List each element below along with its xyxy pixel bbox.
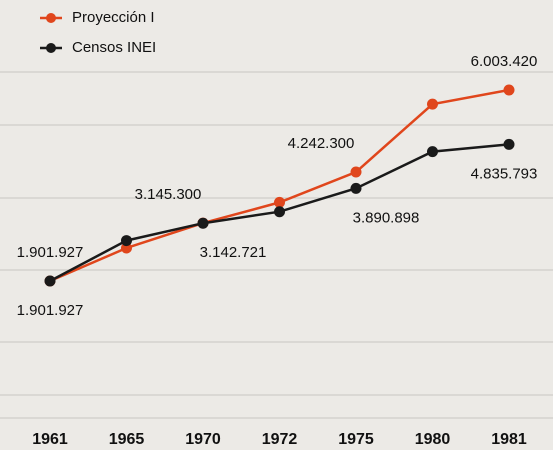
data-label: 1.901.927	[17, 244, 84, 261]
data-label: 6.003.420	[471, 53, 538, 70]
legend-marker	[46, 13, 56, 23]
x-tick-label: 1975	[338, 431, 374, 448]
data-label: 3.890.898	[353, 209, 420, 226]
point	[503, 138, 515, 150]
point	[274, 196, 285, 208]
legend-label: Censos INEI	[72, 39, 156, 56]
point	[197, 217, 209, 229]
data-label: 3.142.721	[200, 244, 267, 261]
data-label: 3.145.300	[135, 186, 202, 203]
point	[350, 166, 362, 178]
point	[427, 98, 438, 110]
x-tick-label: 1965	[109, 431, 145, 448]
data-label: 1.901.927	[17, 302, 84, 319]
point	[274, 206, 285, 218]
legend-label: Proyección I	[72, 9, 155, 26]
x-tick-label: 1980	[415, 431, 451, 448]
data-label: 4.242.300	[288, 135, 355, 152]
point	[44, 275, 56, 287]
legend-marker	[46, 43, 56, 53]
x-tick-label: 1972	[262, 431, 298, 448]
point	[350, 182, 362, 194]
x-tick-label: 1970	[185, 431, 221, 448]
x-tick-label: 1961	[32, 431, 68, 448]
point	[503, 84, 515, 96]
data-label: 4.835.793	[471, 165, 538, 182]
x-tick-label: 1981	[491, 431, 527, 448]
point	[121, 235, 132, 247]
point	[427, 146, 438, 158]
series-line	[49, 88, 510, 283]
